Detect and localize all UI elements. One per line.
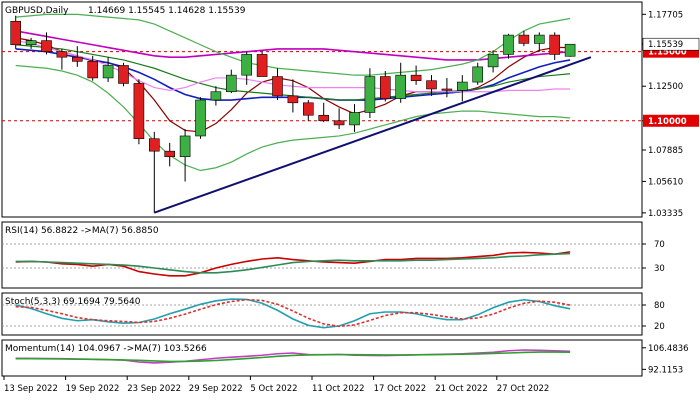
trendline [153, 56, 592, 214]
candle-30 [472, 66, 484, 83]
candle-32 [503, 34, 514, 55]
g-mom-series-1 [15, 351, 571, 363]
x-tick-label-7: 21 Oct 2022 [435, 384, 488, 394]
candle-14 [226, 74, 237, 93]
candle-25 [395, 74, 407, 99]
candle-4 [72, 56, 83, 62]
candle-27 [426, 80, 437, 90]
x-tick-label-2: 23 Sep 2022 [127, 384, 181, 394]
x-tick-label-6: 17 Oct 2022 [374, 384, 427, 394]
momentum-panel-frame [1, 339, 643, 377]
g-rsi-tick-1: 70 [654, 240, 665, 250]
candle-24 [379, 76, 391, 99]
candle-22 [349, 112, 360, 126]
candle-18 [287, 95, 299, 104]
price-tick-label-0: 1.17705 [648, 10, 683, 20]
candle-5 [87, 61, 98, 79]
candle-16 [256, 54, 268, 77]
g-stoch-tick-0: 20 [654, 322, 665, 332]
stoch-panel-frame [1, 292, 643, 336]
candle-6 [102, 65, 114, 79]
candle-1 [25, 40, 37, 46]
rsi-panel-frame [1, 221, 643, 289]
candle-20 [318, 114, 330, 122]
candle-17 [272, 76, 283, 97]
current-price-label: 1.15539 [648, 40, 683, 50]
candle-31 [487, 54, 499, 68]
candle-34 [533, 34, 545, 44]
price-tick-label-5: 1.05610 [648, 177, 683, 187]
candle-0 [10, 20, 21, 46]
price-tick-label-2: 1.12500 [648, 82, 683, 92]
momentum-title: Momentum(14) 104.0967 ->MA(7) 103.5266 [5, 344, 207, 354]
main-ohlc: 1.14669 1.15545 1.14628 1.15539 [88, 6, 246, 16]
candle-9 [149, 138, 160, 152]
level-badge-0: 1.15000 [648, 48, 687, 58]
price-panel-frame [1, 1, 643, 218]
mom-tick-1: 92.1153 [648, 365, 683, 375]
candle-26 [410, 74, 422, 81]
candle-10 [164, 150, 175, 157]
x-tick-label-8: 27 Oct 2022 [497, 384, 550, 394]
level-badge-bg-1 [643, 114, 699, 127]
g-rsi-tick-0: 30 [654, 264, 665, 274]
candle-8 [133, 83, 145, 140]
x-tick-label-1: 19 Sep 2022 [66, 384, 120, 394]
current-price-bg [642, 37, 700, 51]
candle-23 [364, 76, 376, 113]
mom-tick-0: 106.4836 [648, 344, 689, 354]
x-tick-label-4: 5 Oct 2022 [250, 384, 297, 394]
candle-11 [179, 135, 191, 157]
candle-15 [241, 54, 252, 76]
x-tick-label-5: 11 Oct 2022 [312, 384, 365, 394]
g-stoch-tick-1: 80 [654, 301, 665, 311]
x-tick-label-0: 13 Sep 2022 [4, 384, 58, 394]
candle-21 [333, 120, 345, 126]
candle-28 [441, 88, 453, 91]
rsi-title: RSI(14) 56.8822 ->MA(7) 56.8850 [5, 226, 159, 236]
level-badge-1: 1.10000 [648, 117, 687, 127]
ma-line-4 [15, 13, 571, 76]
price-tick-label-6: 1.03335 [648, 209, 683, 219]
candle-19 [302, 102, 314, 116]
g-stoch-series-0 [15, 298, 571, 329]
candle-13 [210, 91, 222, 101]
candle-33 [518, 34, 530, 44]
candle-36 [564, 43, 576, 57]
candle-3 [56, 51, 68, 58]
candle-7 [118, 65, 129, 84]
candle-35 [549, 34, 561, 55]
candle-12 [195, 99, 206, 137]
g-rsi-series-1 [15, 252, 571, 274]
price-tick-label-4: 1.07885 [648, 146, 683, 156]
main-title: GBPUSD,Daily [5, 6, 69, 16]
candle-2 [41, 40, 52, 52]
stoch-title: Stoch(5,3,3) 69.1694 79.5640 [5, 297, 141, 307]
ma-line-5 [15, 64, 571, 172]
x-tick-label-3: 29 Sep 2022 [189, 384, 243, 394]
candle-29 [456, 81, 468, 91]
